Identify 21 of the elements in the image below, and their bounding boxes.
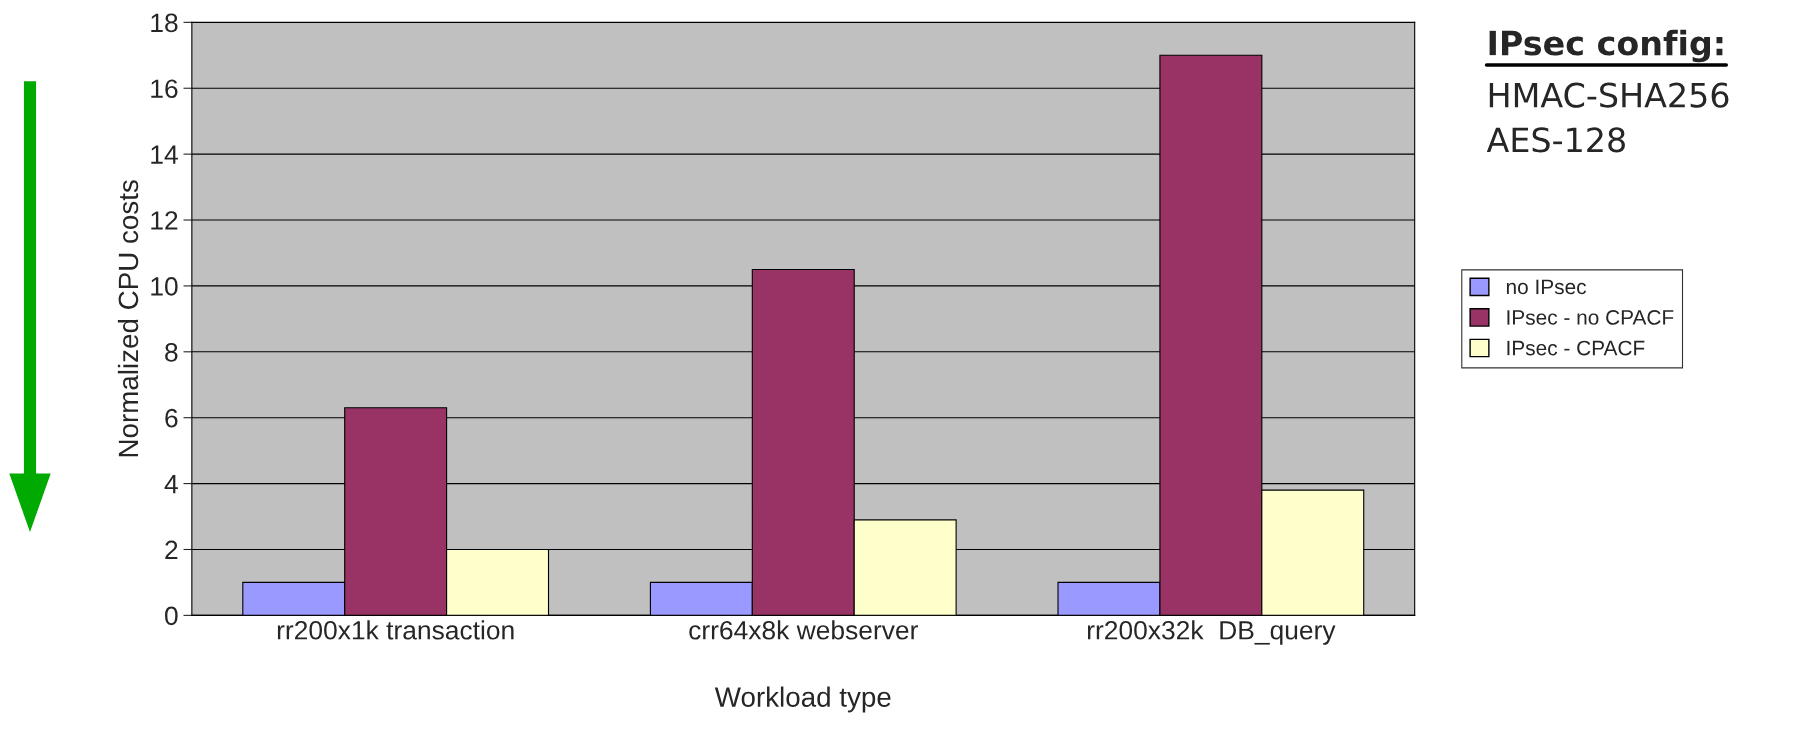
y-tick-label: 10 bbox=[151, 277, 178, 296]
text: HMAC-SHA256 bbox=[1489, 82, 1729, 108]
text: IPsec config: bbox=[1489, 29, 1723, 63]
y-tick-label: 2 bbox=[165, 540, 178, 560]
y-tick-label: 12 bbox=[151, 211, 178, 230]
y-tick-label: 0 bbox=[165, 606, 178, 626]
y-tick-label: 8 bbox=[165, 342, 178, 362]
y-tick-label: 6 bbox=[165, 408, 178, 428]
x-tick-label: rr200x1k transaction bbox=[277, 620, 514, 640]
y-tick-label: 4 bbox=[164, 474, 178, 494]
x-tick-label: rr200x32k DB_query bbox=[1087, 620, 1336, 645]
y-axis-title: Normalized CPU costs bbox=[117, 180, 139, 457]
y-tick-label: 14 bbox=[151, 145, 178, 164]
y-tick-label: 16 bbox=[151, 79, 178, 99]
legend-label: IPsec - no CPACF bbox=[1507, 310, 1674, 325]
y-tick-label: 18 bbox=[151, 13, 178, 33]
legend-label: IPsec - CPACF bbox=[1507, 340, 1645, 356]
x-tick-label: crr64x8k webserver bbox=[689, 620, 918, 640]
legend-label: no IPsec bbox=[1506, 279, 1587, 295]
x-axis-title: Workload type bbox=[714, 686, 891, 713]
text: AES-128 bbox=[1486, 127, 1625, 153]
